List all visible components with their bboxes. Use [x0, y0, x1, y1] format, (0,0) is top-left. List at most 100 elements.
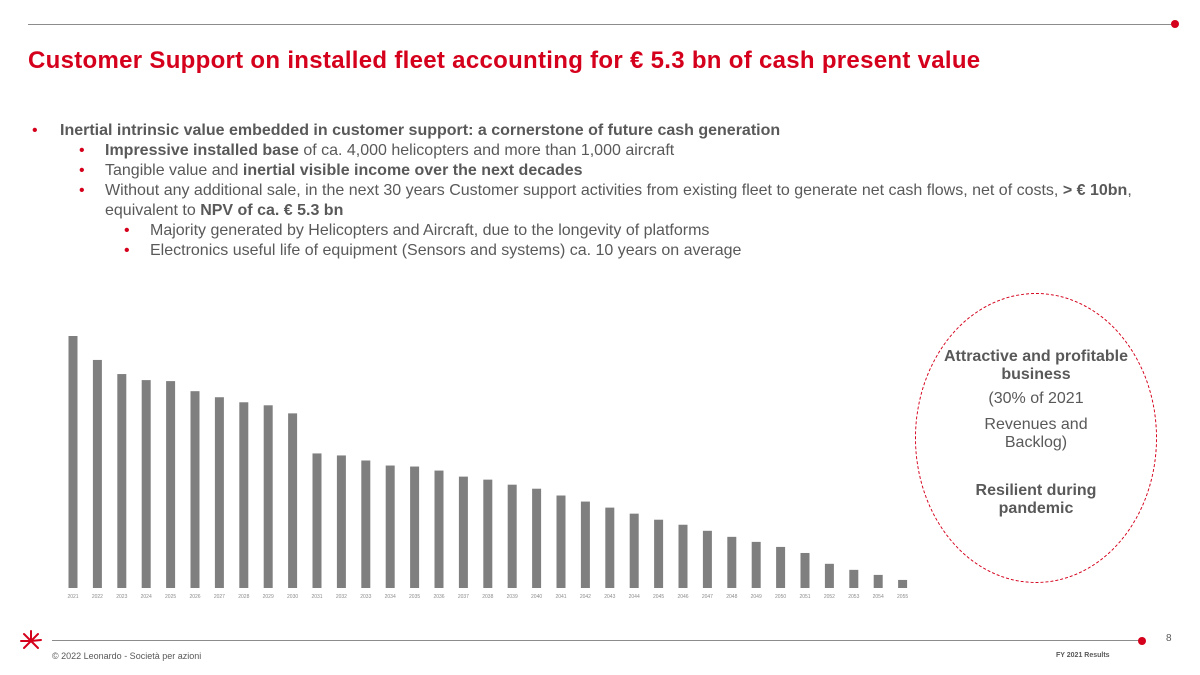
x-tick-label-2041: 2041 [555, 594, 566, 600]
bar-2026 [190, 391, 200, 588]
bullet-item: • Majority generated by Helicopters and … [28, 221, 1178, 241]
bullet-text: Tangible value and [105, 162, 243, 179]
callout-text-attractive: Attractive and profitable business [943, 348, 1129, 383]
bar-2045 [654, 519, 664, 588]
bullet-marker: • [79, 142, 85, 159]
bar-2033 [361, 460, 371, 588]
bar-2050 [776, 546, 786, 588]
bar-2021 [68, 336, 78, 588]
bullet-text: , equivalent to [105, 182, 1132, 219]
bar-2044 [629, 513, 639, 588]
copyright-text: © 2022 Leonardo - Società per azioni [52, 651, 202, 661]
bullet-text: Majority generated by Helicopters and Ai… [150, 222, 710, 239]
bullet-text-bold: Impressive installed base [105, 142, 299, 159]
bar-2029 [263, 405, 273, 588]
x-tick-label-2051: 2051 [799, 594, 810, 600]
x-tick-label-2042: 2042 [580, 594, 591, 600]
bullet-marker: • [79, 182, 85, 199]
bar-2025 [166, 381, 176, 588]
x-tick-label-2050: 2050 [775, 594, 786, 600]
bar-2036 [434, 470, 444, 588]
bullet-text: Without any additional sale, in the next… [105, 182, 1063, 199]
x-tick-label-2029: 2029 [263, 594, 274, 600]
x-tick-label-2055: 2055 [897, 594, 908, 600]
bar-2040 [532, 488, 542, 588]
bottom-divider-dot [1138, 637, 1146, 645]
x-tick-label-2027: 2027 [214, 594, 225, 600]
bullet-marker: • [32, 122, 38, 139]
bar-2054 [873, 574, 883, 588]
bullet-item: • Impressive installed base of ca. 4,000… [28, 141, 1178, 161]
x-tick-label-2038: 2038 [482, 594, 493, 600]
callout-text-share: (30% of 2021 [988, 390, 1084, 407]
x-tick-label-2034: 2034 [385, 594, 396, 600]
callout-ellipse [915, 293, 1157, 583]
x-tick-label-2037: 2037 [458, 594, 469, 600]
bar-2049 [751, 541, 761, 588]
bar-2042 [580, 501, 590, 588]
bullet-text: Inertial intrinsic value embedded in cus… [60, 122, 781, 139]
x-tick-label-2049: 2049 [751, 594, 762, 600]
bar-2037 [458, 476, 468, 588]
bar-2022 [92, 359, 102, 588]
bullet-text: of ca. 4,000 helicopters and more than 1… [298, 142, 675, 159]
x-tick-label-2026: 2026 [189, 594, 200, 600]
bar-2041 [556, 495, 566, 588]
bar-2024 [141, 380, 151, 588]
bar-2043 [605, 507, 615, 588]
x-tick-label-2036: 2036 [433, 594, 444, 600]
bar-2051 [800, 552, 810, 588]
x-tick-label-2044: 2044 [629, 594, 640, 600]
bullet-list: • Inertial intrinsic value embedded in c… [28, 121, 1178, 261]
page-title: Customer Support on installed fleet acco… [28, 47, 981, 74]
bar-2034 [385, 465, 395, 588]
bar-2055 [898, 579, 908, 588]
bullet-marker: • [124, 242, 130, 259]
bar-2047 [702, 530, 712, 588]
bottom-divider [52, 640, 1142, 641]
bullet-item: • Without any additional sale, in the ne… [28, 181, 1178, 221]
bar-2038 [483, 479, 493, 588]
x-tick-label-2046: 2046 [677, 594, 688, 600]
report-name: FY 2021 Results [1056, 652, 1110, 659]
bullet-text: Electronics useful life of equipment (Se… [150, 242, 742, 259]
bar-2028 [239, 402, 249, 588]
bar-2048 [727, 536, 737, 588]
x-tick-label-2048: 2048 [726, 594, 737, 600]
callout-text-revenues: Revenues and Backlog) [984, 416, 1088, 451]
bar-2046 [678, 524, 688, 588]
x-tick-label-2021: 2021 [67, 594, 78, 600]
x-tick-label-2030: 2030 [287, 594, 298, 600]
x-tick-label-2031: 2031 [311, 594, 322, 600]
bullet-item: • Electronics useful life of equipment (… [28, 241, 1178, 261]
x-tick-label-2054: 2054 [873, 594, 884, 600]
x-tick-label-2024: 2024 [141, 594, 152, 600]
x-tick-label-2052: 2052 [824, 594, 835, 600]
bar-2032 [336, 455, 346, 588]
bar-2039 [507, 484, 517, 588]
bullet-marker: • [124, 222, 130, 239]
x-tick-label-2047: 2047 [702, 594, 713, 600]
x-tick-label-2028: 2028 [238, 594, 249, 600]
leonardo-logo-icon [20, 630, 42, 649]
x-tick-label-2045: 2045 [653, 594, 664, 600]
x-tick-label-2032: 2032 [336, 594, 347, 600]
bar-2031 [312, 453, 322, 588]
bullet-text-bold: > € 10bn [1062, 182, 1128, 199]
x-tick-label-2035: 2035 [409, 594, 420, 600]
bullet-item: • Inertial intrinsic value embedded in c… [28, 121, 1178, 141]
x-tick-label-2043: 2043 [604, 594, 615, 600]
x-tick-label-2040: 2040 [531, 594, 542, 600]
top-divider [28, 24, 1176, 25]
x-tick-label-2053: 2053 [848, 594, 859, 600]
bullet-item: • Tangible value and inertial visible in… [28, 161, 1178, 181]
bar-2053 [849, 569, 859, 588]
x-tick-label-2033: 2033 [360, 594, 371, 600]
bar-2023 [117, 374, 127, 588]
bar-2035 [410, 466, 420, 588]
bullet-marker: • [79, 162, 85, 179]
top-divider-dot [1171, 20, 1179, 28]
page-number: 8 [1166, 633, 1172, 644]
bullet-text-bold: inertial visible income over the next de… [242, 162, 583, 179]
